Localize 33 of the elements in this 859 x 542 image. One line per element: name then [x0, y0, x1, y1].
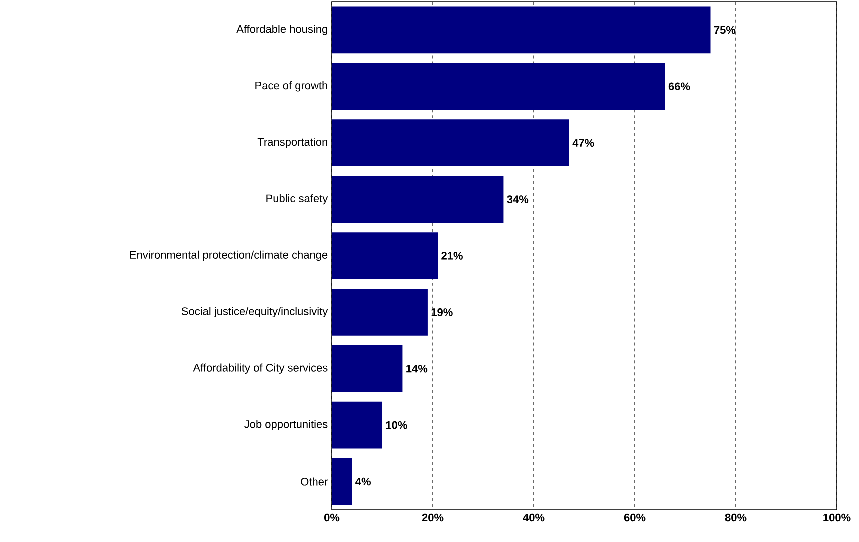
y-tick-label: Affordable housing	[236, 25, 328, 36]
bar	[332, 232, 438, 280]
x-tick-label: 100%	[824, 514, 851, 522]
data-label: 47%	[572, 139, 594, 147]
x-tick-label: 80%	[725, 514, 747, 522]
data-label: 34%	[507, 196, 529, 204]
data-label: 10%	[386, 421, 408, 430]
bar	[332, 6, 711, 54]
x-tick-label: 40%	[523, 514, 545, 522]
y-tick-label: Affordability of City services	[193, 364, 328, 374]
data-label: 19%	[432, 308, 453, 316]
y-tick-label: Public safety	[266, 194, 328, 205]
data-label: 4%	[356, 478, 372, 486]
x-tick-label: 60%	[624, 514, 646, 522]
y-tick-label: Job opportunities	[244, 420, 328, 430]
data-label: 21%	[442, 252, 463, 260]
x-tick-label: 20%	[422, 514, 444, 522]
bar	[332, 120, 570, 167]
y-tick-label: Environmental protection/climate change	[130, 250, 328, 262]
bar	[332, 458, 352, 506]
data-label: 66%	[668, 82, 690, 91]
y-tick-label: Transportation	[258, 138, 328, 148]
bar	[332, 402, 383, 449]
bar	[332, 289, 428, 336]
data-label: 14%	[406, 365, 428, 373]
y-tick-label: Other	[301, 478, 328, 486]
x-tick-label: 0%	[324, 514, 340, 522]
y-tick-label: Social justice/equity/inclusivity	[182, 307, 328, 318]
bar	[332, 63, 666, 110]
y-tick-label: Pace of growth	[256, 82, 328, 92]
data-label: 75%	[714, 26, 736, 34]
bar	[332, 345, 403, 392]
bar	[332, 176, 504, 223]
